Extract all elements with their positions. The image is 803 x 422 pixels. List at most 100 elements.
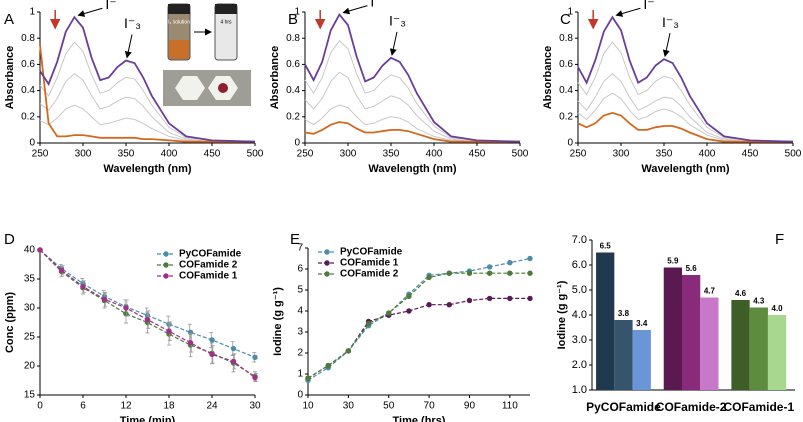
vial-solution xyxy=(169,40,189,59)
marker xyxy=(187,340,194,346)
inset-photos: I₂ solution 4 hrs xyxy=(163,3,251,106)
panel-label: D xyxy=(4,231,15,248)
series-line xyxy=(577,111,793,143)
bar xyxy=(767,315,787,390)
x-tick-label: 300 xyxy=(613,149,630,160)
y-tick-label: 15 xyxy=(24,390,36,401)
marker xyxy=(123,305,129,311)
series-line xyxy=(39,44,255,143)
legend-label: COFamide 2 xyxy=(179,260,238,271)
value-label: 4.7 xyxy=(704,287,716,296)
inset-label: 4 hrs xyxy=(220,19,232,25)
x-axis-title: Wavelength (nm) xyxy=(103,163,192,175)
marker xyxy=(527,295,533,302)
y-tick-label: 5 xyxy=(297,285,303,296)
y-tick-label: 0.2 xyxy=(559,111,573,122)
y-axis-title: Iodine (g g⁻¹) xyxy=(556,280,568,349)
x-axis-title: Time (hrs) xyxy=(393,415,446,422)
x-tick-label: 500 xyxy=(247,149,264,160)
y-tick-label: 1 xyxy=(297,369,303,380)
marker xyxy=(426,274,432,281)
y-tick-label: 0.8 xyxy=(21,33,35,44)
x-tick-label: 450 xyxy=(469,149,486,160)
y-tick-label: 3 xyxy=(297,327,303,338)
x-tick-label: 24 xyxy=(206,401,218,412)
annotation-arrow xyxy=(389,31,398,56)
marker xyxy=(365,320,372,327)
x-tick-label: 50 xyxy=(383,401,395,412)
y-tick-label: 3.0 xyxy=(572,334,587,346)
marker xyxy=(507,260,513,266)
panel-label: E xyxy=(290,231,300,248)
series-line xyxy=(577,92,793,143)
series-line xyxy=(304,12,521,143)
y-tick-label: 20 xyxy=(24,361,36,372)
marker xyxy=(386,310,392,316)
hexagon xyxy=(175,76,205,100)
y-tick-label: 40 xyxy=(24,245,36,256)
y-tick-label: 25 xyxy=(24,332,36,343)
value-label: 3.8 xyxy=(618,309,630,318)
x-tick-label: 10 xyxy=(302,401,314,412)
marker xyxy=(527,255,533,262)
bar xyxy=(731,300,750,390)
series-line xyxy=(577,41,794,143)
annotation: I⁻ xyxy=(370,0,381,9)
annotation: I⁻₃ xyxy=(124,15,141,31)
y-tick-label: 0.6 xyxy=(286,59,300,70)
bar xyxy=(596,252,615,390)
y-tick-label: 0.6 xyxy=(21,59,35,70)
x-tick-label: 350 xyxy=(383,149,400,160)
series-line xyxy=(39,249,256,377)
annotation: I⁻₃ xyxy=(662,14,679,30)
x-tick-label: 400 xyxy=(161,149,178,160)
legend-marker xyxy=(324,271,330,277)
marker xyxy=(426,302,432,308)
marker xyxy=(305,375,311,381)
x-tick-label: 250 xyxy=(32,149,49,160)
bar xyxy=(681,275,701,390)
x-tick-label: 500 xyxy=(512,149,529,160)
marker xyxy=(230,358,237,365)
x-tick-label: 350 xyxy=(118,149,135,160)
y-tick-label: 0 xyxy=(29,138,35,149)
marker xyxy=(507,295,513,302)
y-tick-label: 7 xyxy=(297,243,303,254)
value-label: 4.6 xyxy=(735,289,747,298)
y-tick-label: 4.0 xyxy=(572,309,587,321)
marker xyxy=(406,308,412,314)
series-line xyxy=(39,72,255,143)
value-label: 4.0 xyxy=(772,304,784,313)
series-line xyxy=(304,104,520,143)
annotation: I⁻₃ xyxy=(389,13,406,29)
marker xyxy=(101,296,108,302)
legend-label: PyCOFamide xyxy=(340,247,403,258)
x-tick-label: COFamide-1 xyxy=(723,400,794,414)
marker xyxy=(80,283,86,290)
marker xyxy=(58,267,65,273)
panel-label: B xyxy=(288,11,298,28)
legend-marker xyxy=(324,249,330,255)
y-axis-title: Absorbance xyxy=(4,46,16,110)
y-tick-label: 0.8 xyxy=(559,33,573,44)
y-tick-label: 6.0 xyxy=(572,259,587,271)
marker xyxy=(486,264,493,270)
marker xyxy=(252,354,258,360)
y-tick-label: 0.2 xyxy=(21,111,35,122)
marker xyxy=(252,374,258,381)
series-line xyxy=(307,272,530,379)
marker xyxy=(446,270,452,276)
y-tick-label: 0.6 xyxy=(559,59,573,70)
x-tick-label: 500 xyxy=(785,149,802,160)
x-tick-label: 250 xyxy=(570,149,587,160)
x-tick-label: 400 xyxy=(699,149,716,160)
value-label: 6.5 xyxy=(600,242,612,251)
x-tick-label: 0 xyxy=(37,401,43,412)
series-line xyxy=(307,297,530,379)
marker xyxy=(406,293,412,299)
marker xyxy=(507,270,513,276)
y-axis-title: Conc (ppm) xyxy=(4,292,16,353)
legend-label: COFamide 1 xyxy=(340,258,399,269)
vial-cap xyxy=(168,4,190,14)
